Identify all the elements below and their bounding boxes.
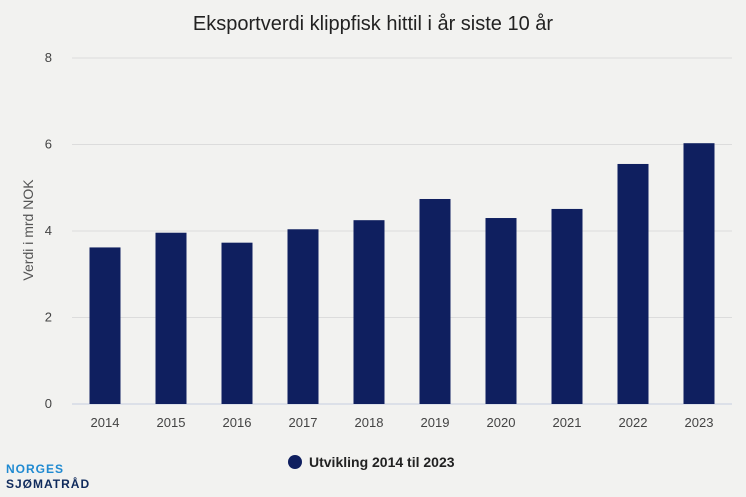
x-tick-label: 2019 [421,415,450,430]
y-tick-label: 0 [45,396,52,411]
y-tick-label: 4 [45,223,52,238]
bars [89,143,715,404]
x-tick-label: 2021 [553,415,582,430]
logo: NORGES SJØMATRÅD [6,462,90,492]
y-axis-ticks: 0 2 4 6 8 [45,50,52,411]
x-tick-label: 2016 [223,415,252,430]
bar [419,198,451,404]
bar [287,229,319,404]
y-tick-label: 2 [45,310,52,325]
legend-label: Utvikling 2014 til 2023 [309,454,455,470]
x-tick-label: 2023 [685,415,714,430]
legend-marker [288,455,302,469]
x-tick-label: 2017 [289,415,318,430]
logo-line-2: SJØMATRÅD [6,477,91,491]
legend[interactable]: Utvikling 2014 til 2023 [288,454,455,470]
x-tick-label: 2014 [91,415,120,430]
x-tick-label: 2022 [619,415,648,430]
x-tick-label: 2015 [157,415,186,430]
bar [617,163,649,404]
bar [89,247,121,404]
x-tick-label: 2020 [487,415,516,430]
bar [485,218,517,404]
chart-title: Eksportverdi klippfisk hittil i år siste… [193,13,553,35]
bar [353,220,385,404]
x-tick-label: 2018 [355,415,384,430]
logo-line-1: NORGES [6,462,65,476]
bar [551,208,583,404]
y-tick-label: 8 [45,50,52,65]
bar [221,242,253,404]
x-axis-ticks: 2014 2015 2016 2017 2018 2019 2020 2021 2022 2023 [91,415,714,430]
y-axis-label: Verdi i mrd NOK [20,179,36,281]
bar [155,232,187,404]
y-tick-label: 6 [45,137,52,152]
bar [683,143,715,404]
